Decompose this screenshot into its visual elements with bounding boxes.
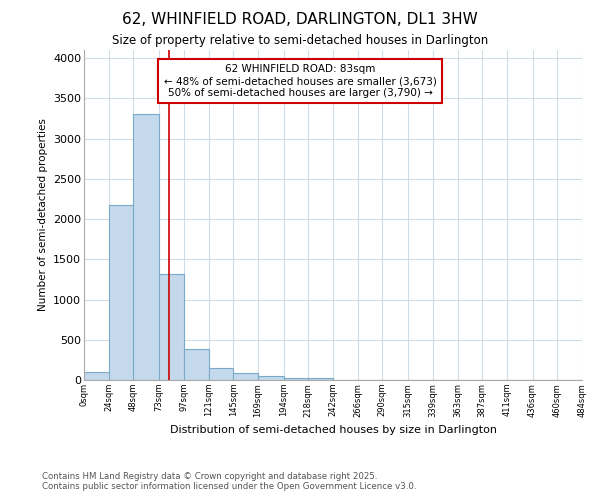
Bar [184, 350, 209, 380]
Bar [84, 372, 109, 380]
Text: Contains HM Land Registry data © Crown copyright and database right 2025.
Contai: Contains HM Land Registry data © Crown c… [42, 472, 416, 491]
Bar [109, 204, 133, 380]
Bar [308, 378, 333, 380]
Y-axis label: Number of semi-detached properties: Number of semi-detached properties [38, 118, 47, 312]
Bar [233, 373, 258, 380]
X-axis label: Distribution of semi-detached houses by size in Darlington: Distribution of semi-detached houses by … [170, 425, 497, 435]
Text: 62 WHINFIELD ROAD: 83sqm
← 48% of semi-detached houses are smaller (3,673)
50% o: 62 WHINFIELD ROAD: 83sqm ← 48% of semi-d… [164, 64, 437, 98]
Bar [209, 368, 233, 380]
Bar [258, 376, 284, 380]
Text: 62, WHINFIELD ROAD, DARLINGTON, DL1 3HW: 62, WHINFIELD ROAD, DARLINGTON, DL1 3HW [122, 12, 478, 28]
Text: Size of property relative to semi-detached houses in Darlington: Size of property relative to semi-detach… [112, 34, 488, 47]
Bar [159, 274, 184, 380]
Bar [133, 114, 159, 380]
Bar [284, 378, 308, 380]
